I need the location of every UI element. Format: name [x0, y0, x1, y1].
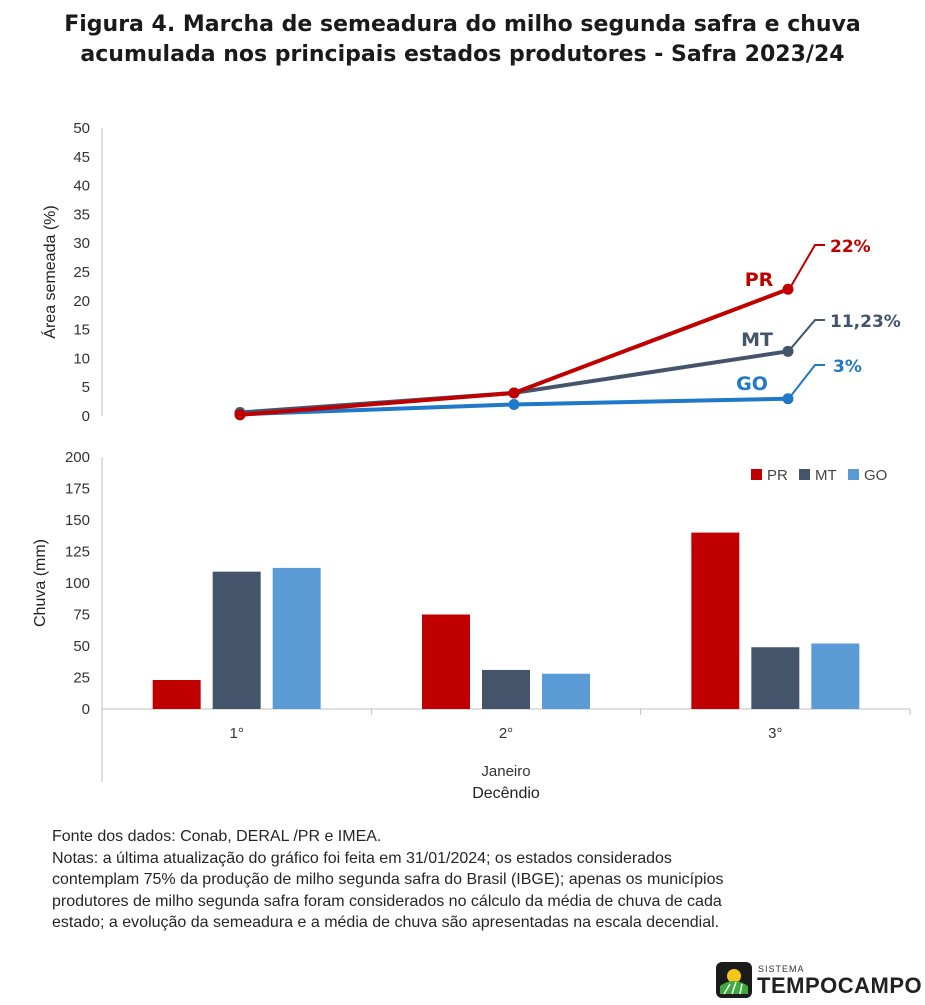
series-name-label-go: GO	[736, 373, 768, 395]
tempocampo-logo: SISTEMA TEMPOCAMPO	[716, 962, 922, 1000]
callout-line-go	[790, 364, 825, 397]
line-y-tick-label-8: 40	[73, 178, 90, 195]
legend-swatch-go	[848, 469, 859, 480]
bar-y-tick-label-1: 25	[73, 670, 90, 687]
note-line-3: produtores de milho segunda safra foram …	[52, 892, 722, 910]
bar-mt-3	[751, 647, 800, 709]
line-y-axis-label: Área semeada (%)	[40, 205, 59, 338]
x-category-label-1: 1°	[229, 725, 243, 742]
legend-swatch-pr	[751, 469, 762, 480]
legend-label-go: GO	[864, 467, 887, 484]
point-go-3	[782, 393, 794, 405]
line-y-tick-label-10: 50	[73, 120, 90, 137]
source-note: Fonte dos dados: Conab, DERAL /PR e IMEA…	[52, 828, 382, 845]
legend-label-pr: PR	[767, 467, 788, 484]
note-line-1: Notas: a última atualização do gráfico f…	[52, 849, 672, 867]
line-y-tick-label-1: 5	[82, 379, 90, 396]
line-y-tick-label-3: 15	[73, 322, 90, 339]
bar-y-tick-label-8: 200	[65, 449, 90, 466]
callout-line-mt	[790, 319, 825, 349]
end-value-label-mt: 11,23%	[830, 312, 901, 332]
bar-y-axis-label: Chuva (mm)	[32, 539, 49, 627]
bar-go-1	[272, 567, 321, 709]
bar-y-tick-label-0: 0	[82, 701, 90, 718]
bar-mt-2	[482, 669, 530, 709]
logo-small-text: SISTEMA	[758, 964, 805, 974]
callout-line-pr	[790, 244, 825, 287]
point-pr-2	[508, 387, 520, 399]
legend-label-mt: MT	[815, 467, 837, 484]
note-line-4: estado; a evolução da semeadura e a médi…	[52, 914, 720, 931]
point-pr-1	[234, 409, 246, 421]
bar-go-3	[811, 643, 860, 709]
x-category-label-3: 3°	[768, 725, 782, 742]
notes-block: Fonte dos dados: Conab, DERAL /PR e IMEA…	[52, 826, 882, 934]
bar-y-tick-label-7: 175	[65, 481, 90, 498]
line-y-tick-label-4: 20	[73, 293, 90, 310]
bar-pr-1	[152, 680, 201, 709]
note-line-2: contemplam 75% da produção de milho segu…	[52, 871, 724, 888]
logo-name-text: TEMPOCAMPO	[757, 973, 923, 998]
chart-title-line-1: Figura 4. Marcha de semeadura do milho s…	[64, 12, 861, 37]
bar-y-tick-label-3: 75	[73, 607, 90, 624]
line-y-tick-label-9: 45	[73, 149, 90, 166]
bar-mt-1	[212, 571, 261, 709]
end-value-label-pr: 22%	[830, 237, 871, 257]
x-axis-label-month: Janeiro	[481, 763, 530, 780]
line-y-tick-label-5: 25	[73, 264, 90, 281]
bar-y-tick-label-2: 50	[73, 638, 90, 655]
x-axis-label-decendio: Decêndio	[472, 785, 540, 802]
line-y-tick-label-6: 30	[73, 235, 90, 252]
bar-pr-2	[422, 614, 470, 709]
series-name-label-pr: PR	[745, 269, 774, 291]
chart-title-line-2: acumulada nos principais estados produto…	[80, 42, 845, 67]
bar-y-tick-label-6: 150	[65, 512, 90, 529]
bar-go-2	[542, 673, 590, 709]
line-y-tick-label-7: 35	[73, 206, 90, 223]
bar-y-tick-label-4: 100	[65, 575, 90, 592]
point-pr-3	[782, 283, 794, 295]
x-category-label-2: 2°	[499, 725, 513, 742]
line-y-tick-label-2: 10	[73, 350, 90, 367]
chart-title: Figura 4. Marcha de semeadura do milho s…	[0, 10, 925, 70]
logo-badge-icon	[716, 962, 752, 998]
bar-pr-3	[691, 532, 740, 709]
rainfall-bar-chart: 0 25 50 75 100 125 150 175 200 Chuva (mm) 1° 2° 3° Ja…	[32, 449, 911, 802]
chart-area: 0 5 10 15 20 25 30 35 40 45 50 Área semeada (%) 3% GO…	[32, 120, 911, 802]
point-go-2	[508, 398, 520, 410]
point-mt-3	[782, 345, 794, 357]
end-value-label-go: 3%	[833, 357, 862, 377]
series-name-label-mt: MT	[741, 329, 773, 351]
sowing-line-chart: 0 5 10 15 20 25 30 35 40 45 50 Área semeada (%) 3% GO…	[40, 120, 901, 425]
legend-swatch-mt	[799, 469, 810, 480]
bar-y-tick-label-5: 125	[65, 544, 90, 561]
line-y-tick-label-0: 0	[82, 408, 90, 425]
